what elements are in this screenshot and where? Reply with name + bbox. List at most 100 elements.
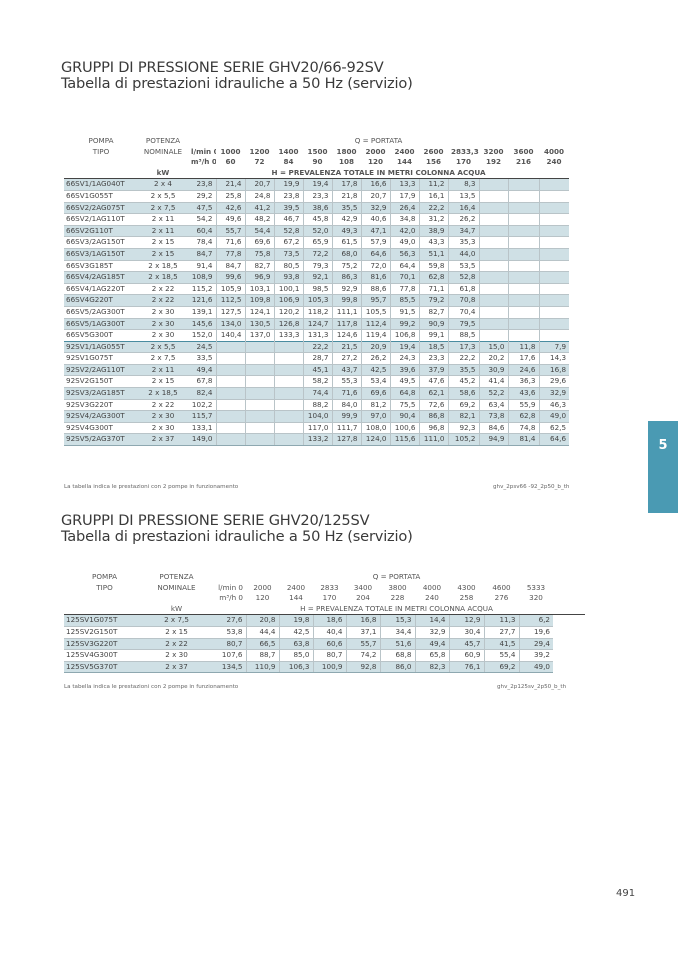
head-value: 45,7 [448, 637, 484, 650]
head-value: 93,8 [273, 271, 303, 284]
head-value: 109,8 [244, 294, 274, 307]
head-value [507, 294, 539, 307]
head-value: 70,1 [389, 271, 419, 284]
head-value: 99,6 [215, 271, 245, 284]
head-value: 52,0 [302, 224, 332, 237]
table-row: 66SV2/1AG110T 2 x 11 54,2 49,6 48,2 46,7 45,8 4… [64, 213, 570, 226]
head-value: 11,3 [483, 614, 519, 627]
head-value: 134,5 [208, 660, 246, 674]
head-value: 34,7 [447, 224, 479, 237]
table-row: 92SV4/2AG300T 2 x 30 115,7 104,0 99,9 97,0 90,… [64, 410, 570, 423]
head-value: 71,6 [331, 387, 361, 400]
head-value: 13,3 [389, 178, 419, 191]
head-value: 120,2 [273, 305, 303, 318]
head-value: 29,6 [538, 375, 570, 388]
head-value [478, 317, 508, 330]
head-value: 94,9 [478, 433, 508, 447]
head-value: 68,0 [331, 247, 361, 261]
head-value: 99,9 [331, 410, 361, 423]
head-value: 80,5 [273, 259, 303, 272]
head-value [538, 282, 570, 295]
head-value: 117,0 [302, 421, 332, 434]
head-value: 32,9 [360, 201, 390, 214]
head-value: 105,2 [447, 433, 479, 447]
head-value [273, 398, 303, 411]
head-value [244, 352, 274, 365]
head-value: 60,6 [312, 637, 346, 650]
head-value: 88,2 [302, 398, 332, 411]
head-value: 115,2 [188, 282, 216, 295]
pump-model: 92SV5/2AG370T [64, 433, 138, 447]
head-value: 79,5 [447, 317, 479, 330]
head-value: 84,0 [331, 398, 361, 411]
head-value: 90,9 [418, 317, 448, 330]
head-value: 43,7 [331, 363, 361, 376]
head-value: 52,2 [478, 387, 508, 400]
header-portata: Q = PORTATA [372, 572, 421, 581]
head-value [478, 294, 508, 307]
head-value: 46,3 [538, 398, 570, 411]
head-value: 49,6 [215, 213, 245, 226]
head-value: 111,0 [418, 433, 448, 447]
head-value: 47,1 [360, 224, 390, 237]
table-row: 66SV2/2AG075T 2 x 7,5 47,5 42,6 41,2 39,5 38,6… [64, 201, 570, 214]
head-value: 126,8 [273, 317, 303, 330]
head-value: 134,0 [215, 317, 245, 330]
head-value [478, 329, 508, 342]
flow-header-cell: 4600 [492, 582, 511, 592]
head-value: 60,4 [188, 224, 216, 237]
flow-header-cell: 3200 [483, 146, 504, 156]
head-value: 92,9 [331, 282, 361, 295]
head-value: 39,2 [518, 649, 553, 662]
head-value: 82,3 [414, 660, 449, 674]
head-value: 17,9 [389, 189, 419, 203]
table-row: 66SV3/2AG150T 2 x 15 78,4 71,6 69,6 67,2 65,9 6… [64, 236, 570, 249]
table-row: 125SV4G300T 2 x 30 107,6 88,7 85,0 80,7 74,2 68… [64, 649, 585, 662]
pump-model: 66SV5/1AG300T [64, 317, 138, 330]
flow-header-cell: 2833,33 [451, 146, 479, 156]
head-value: 57,9 [360, 236, 390, 249]
head-value: 70,8 [447, 294, 479, 307]
pump-model: 66SV4/1AG220T [64, 282, 138, 295]
head-value: 99,8 [331, 294, 361, 307]
pump-model: 125SV5G370T [64, 660, 145, 674]
head-value: 79,3 [302, 259, 332, 272]
head-value: 40,6 [360, 213, 390, 226]
head-value [507, 201, 539, 214]
head-value: 133,3 [273, 329, 303, 342]
head-value [538, 329, 570, 342]
head-value: 30,4 [448, 625, 484, 639]
table-row: 66SV4/1AG220T 2 x 22 115,2 105,9 103,1 100,1 9… [64, 282, 570, 295]
head-value: 39,6 [389, 363, 419, 376]
head-value: 55,9 [507, 398, 539, 411]
flow-header-cell: 2000 [253, 582, 272, 592]
head-value: 52,8 [273, 224, 303, 237]
head-value: 85,0 [278, 649, 313, 662]
head-value: 69,6 [360, 387, 390, 400]
table-row: 66SV1G055T 2 x 5,5 29,2 25,8 24,8 23,8 23,3 21,… [64, 189, 570, 203]
table1-code: ghv_2psv66 -92_2p50_b_th [493, 484, 570, 490]
pump-power: 2 x 18,5 [138, 271, 188, 284]
head-value: 79,2 [418, 294, 448, 307]
head-value: 139,1 [188, 305, 216, 318]
head-value: 64,4 [389, 259, 419, 272]
head-value: 108,0 [360, 421, 390, 434]
head-value: 20,7 [244, 178, 274, 191]
head-value: 92,1 [302, 271, 332, 284]
head-value [215, 375, 245, 388]
head-value: 98,5 [302, 282, 332, 295]
head-value: 52,8 [447, 271, 479, 284]
head-value: 49,0 [389, 236, 419, 249]
head-value: 55,7 [345, 637, 380, 650]
flow-header-cell: 72 [254, 157, 265, 167]
section2-title: GRUPPI DI PRESSIONE SERIE GHV20/125SV [61, 512, 370, 529]
head-value: 105,3 [302, 294, 332, 307]
head-value: 82,4 [188, 387, 216, 400]
head-value: 107,6 [208, 649, 246, 662]
head-value: 106,3 [278, 660, 313, 674]
pump-power: 2 x 22 [138, 294, 188, 307]
head-value: 137,0 [244, 329, 274, 342]
pump-power: 2 x 18,5 [138, 259, 188, 272]
head-value: 54,4 [244, 224, 274, 237]
head-value: 119,4 [360, 329, 390, 342]
